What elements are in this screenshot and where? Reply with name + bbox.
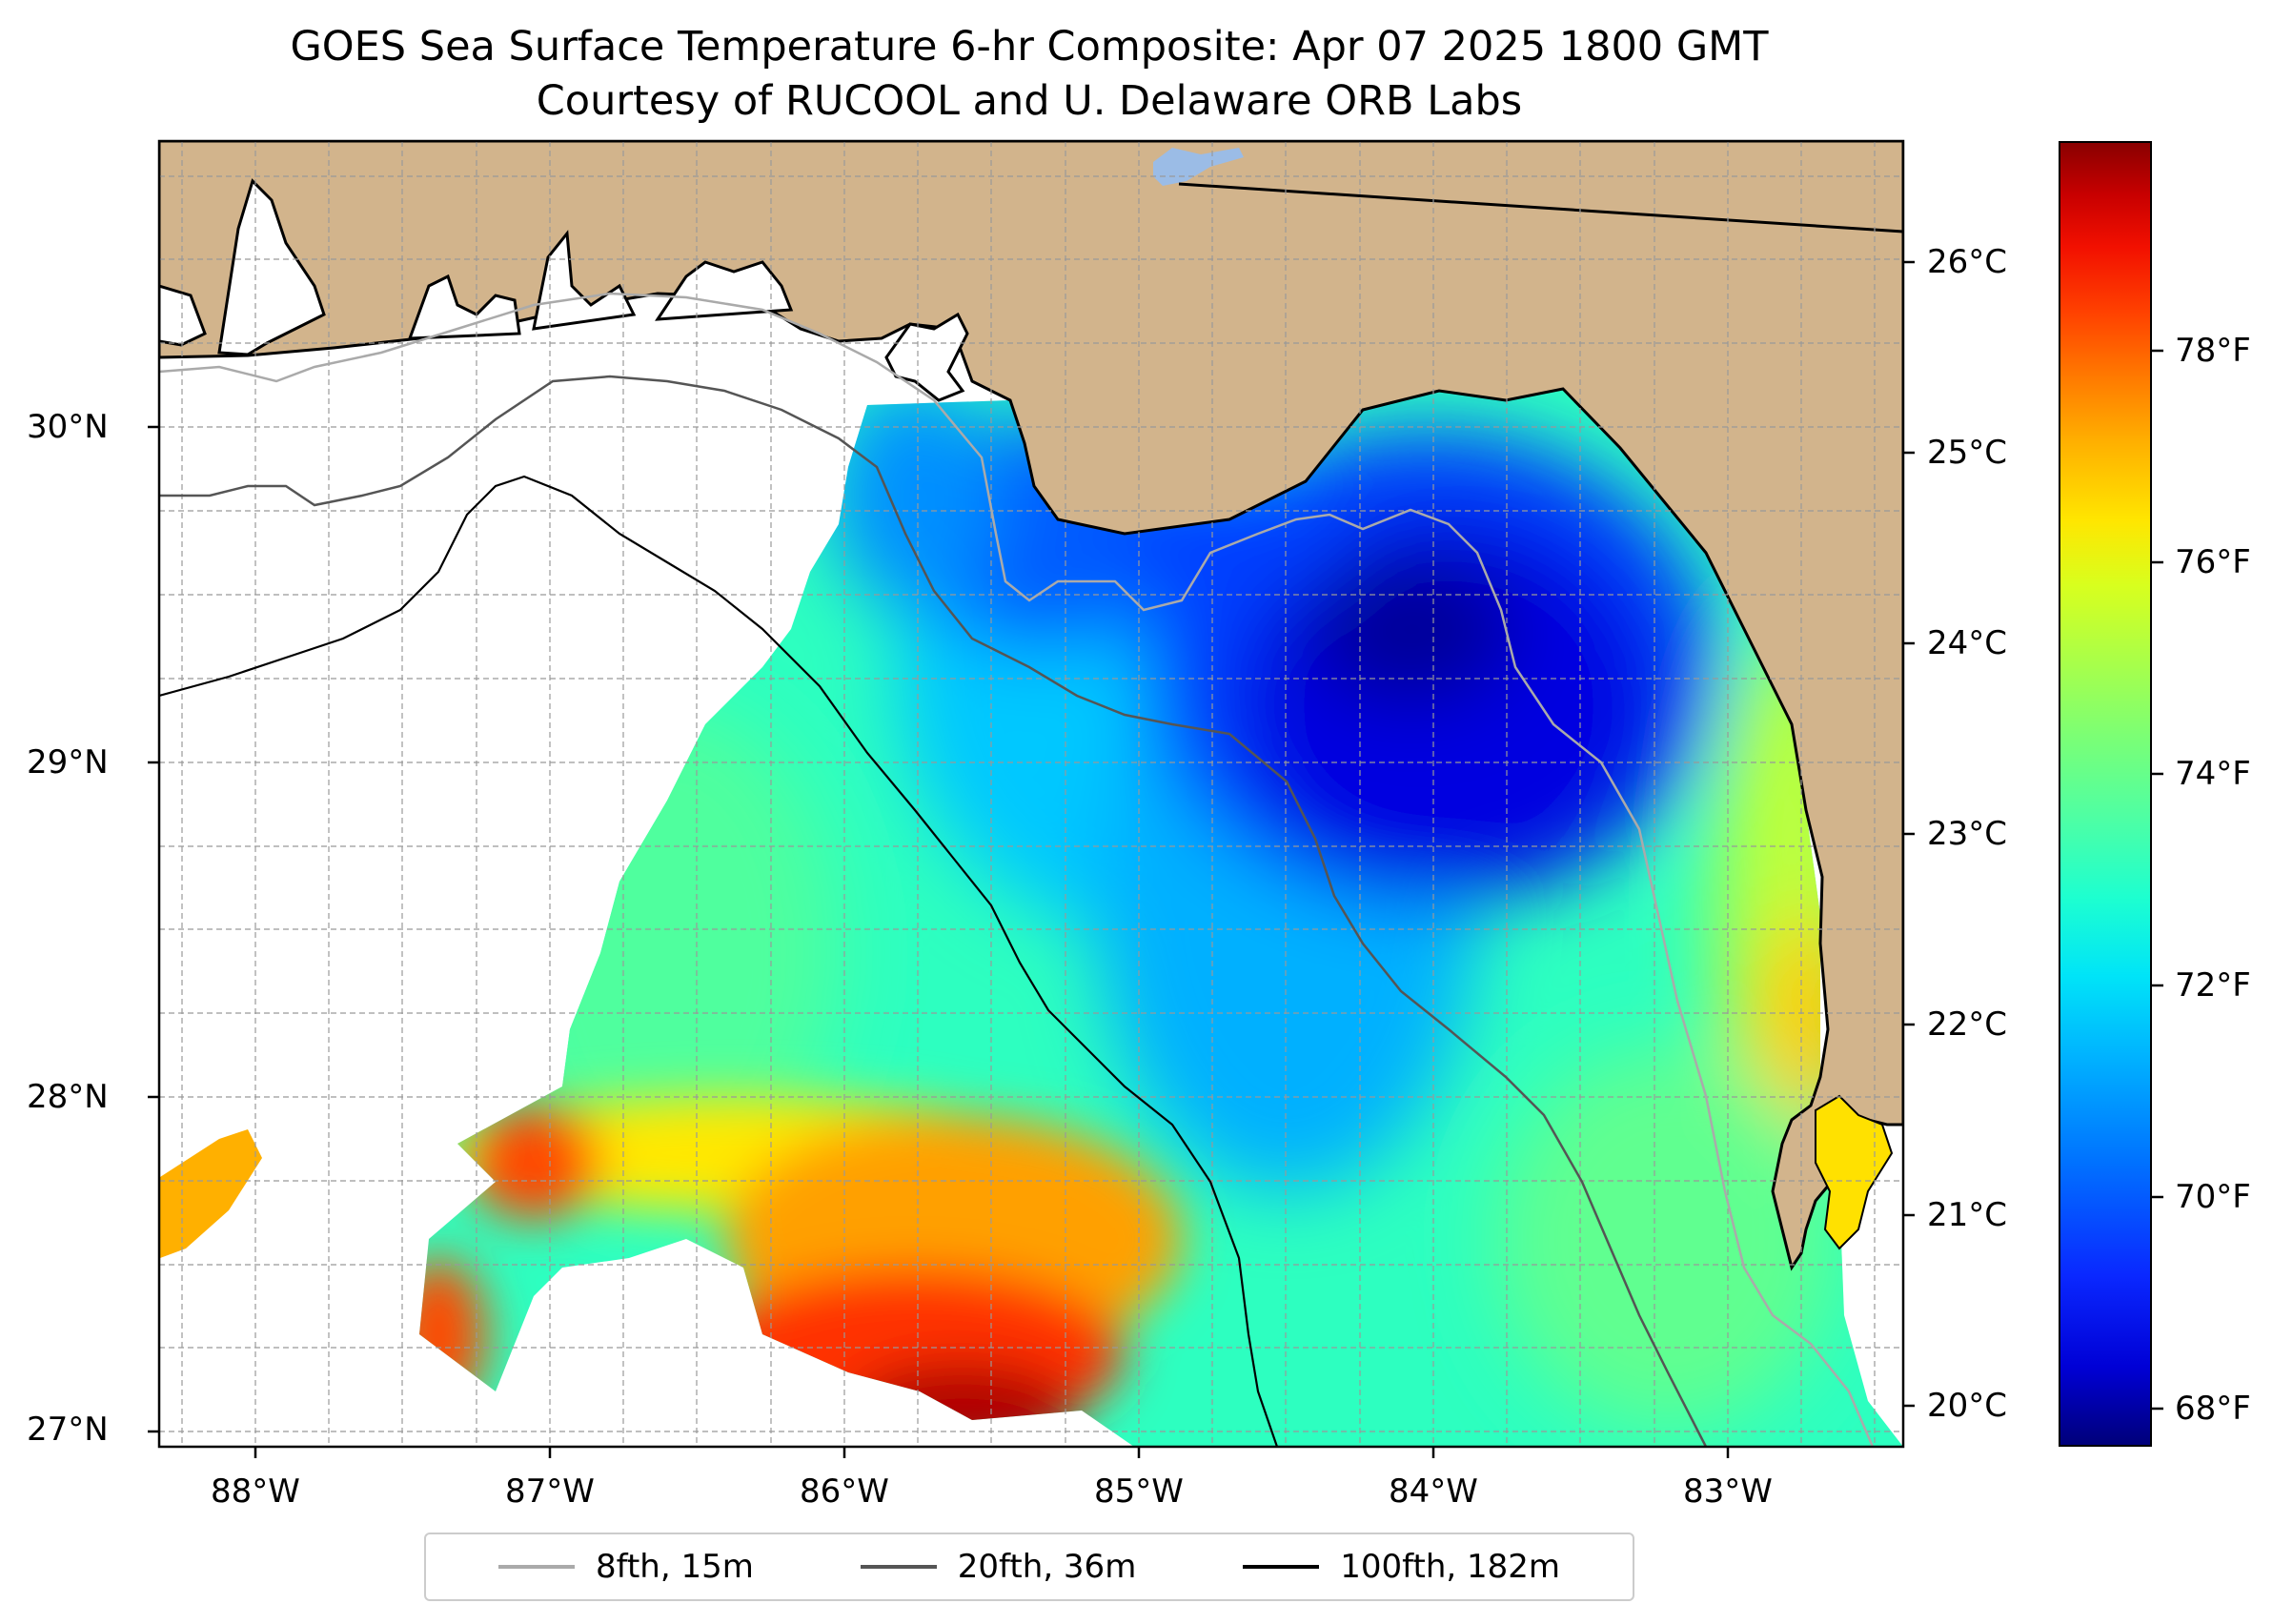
fahrenheit-label-72: 72°F xyxy=(2175,966,2251,1005)
fahrenheit-label-70: 70°F xyxy=(2175,1178,2251,1216)
fahrenheit-label-76: 76°F xyxy=(2175,543,2251,581)
chart-subtitle: Courtesy of RUCOOL and U. Delaware ORB L… xyxy=(536,77,1523,125)
celsius-label-24: 24°C xyxy=(1927,624,2008,662)
celsius-label-25: 25°C xyxy=(1927,434,2008,472)
lon-label-87w: 87°W xyxy=(505,1472,595,1511)
celsius-label-22: 22°C xyxy=(1927,1005,2008,1044)
legend-item-20fth: 20fth, 36m xyxy=(860,1548,1137,1586)
celsius-label-23: 23°C xyxy=(1927,815,2008,853)
celsius-label-26: 26°C xyxy=(1927,243,2008,281)
legend-swatch-8fth xyxy=(497,1565,575,1569)
legend-label-8fth: 8fth, 15m xyxy=(595,1548,754,1586)
isobath-20fth xyxy=(159,375,1708,1447)
legend-swatch-20fth xyxy=(860,1565,937,1569)
chart-title: GOES Sea Surface Temperature 6-hr Compos… xyxy=(290,23,1769,71)
legend-label-20fth: 20fth, 36m xyxy=(957,1548,1137,1586)
lon-label-88w: 88°W xyxy=(211,1472,300,1511)
lat-label-30n: 30°N xyxy=(27,408,109,446)
lon-label-86w: 86°W xyxy=(800,1472,889,1511)
lat-label-29n: 29°N xyxy=(27,743,109,782)
warm-patch-west xyxy=(160,1129,262,1258)
celsius-label-21: 21°C xyxy=(1927,1196,2008,1234)
lat-label-28n: 28°N xyxy=(27,1078,109,1116)
fahrenheit-label-74: 74°F xyxy=(2175,755,2251,793)
legend-item-100fth: 100fth, 182m xyxy=(1243,1548,1560,1586)
lon-ticks xyxy=(254,1447,1730,1458)
colorbar xyxy=(2059,141,2152,1447)
lat-ticks xyxy=(148,425,159,1433)
fahrenheit-label-78: 78°F xyxy=(2175,332,2251,370)
fahrenheit-ticks xyxy=(2152,349,2163,1411)
isobath-8fth xyxy=(159,292,1875,1447)
state-border xyxy=(1178,182,1903,233)
lat-label-27n: 27°N xyxy=(27,1411,109,1449)
legend-swatch-100fth xyxy=(1243,1565,1320,1569)
celsius-label-20: 20°C xyxy=(1927,1387,2008,1425)
legend-item-8fth: 8fth, 15m xyxy=(497,1548,754,1586)
legend: 8fth, 15m 20fth, 36m 100fth, 182m xyxy=(424,1533,1634,1601)
lon-label-83w: 83°W xyxy=(1683,1472,1773,1511)
isobath-100fth xyxy=(159,475,1279,1447)
lake xyxy=(1153,148,1244,186)
graticule xyxy=(159,141,1903,1447)
map-frame xyxy=(157,139,1905,1449)
lon-label-84w: 84°W xyxy=(1389,1472,1478,1511)
lon-label-85w: 85°W xyxy=(1094,1472,1184,1511)
fahrenheit-label-68: 68°F xyxy=(2175,1390,2251,1428)
celsius-ticks xyxy=(1903,260,1915,1408)
tampa-bay xyxy=(1815,1094,1894,1250)
mobile-bay xyxy=(217,178,326,356)
legend-label-100fth: 100fth, 182m xyxy=(1340,1548,1561,1586)
